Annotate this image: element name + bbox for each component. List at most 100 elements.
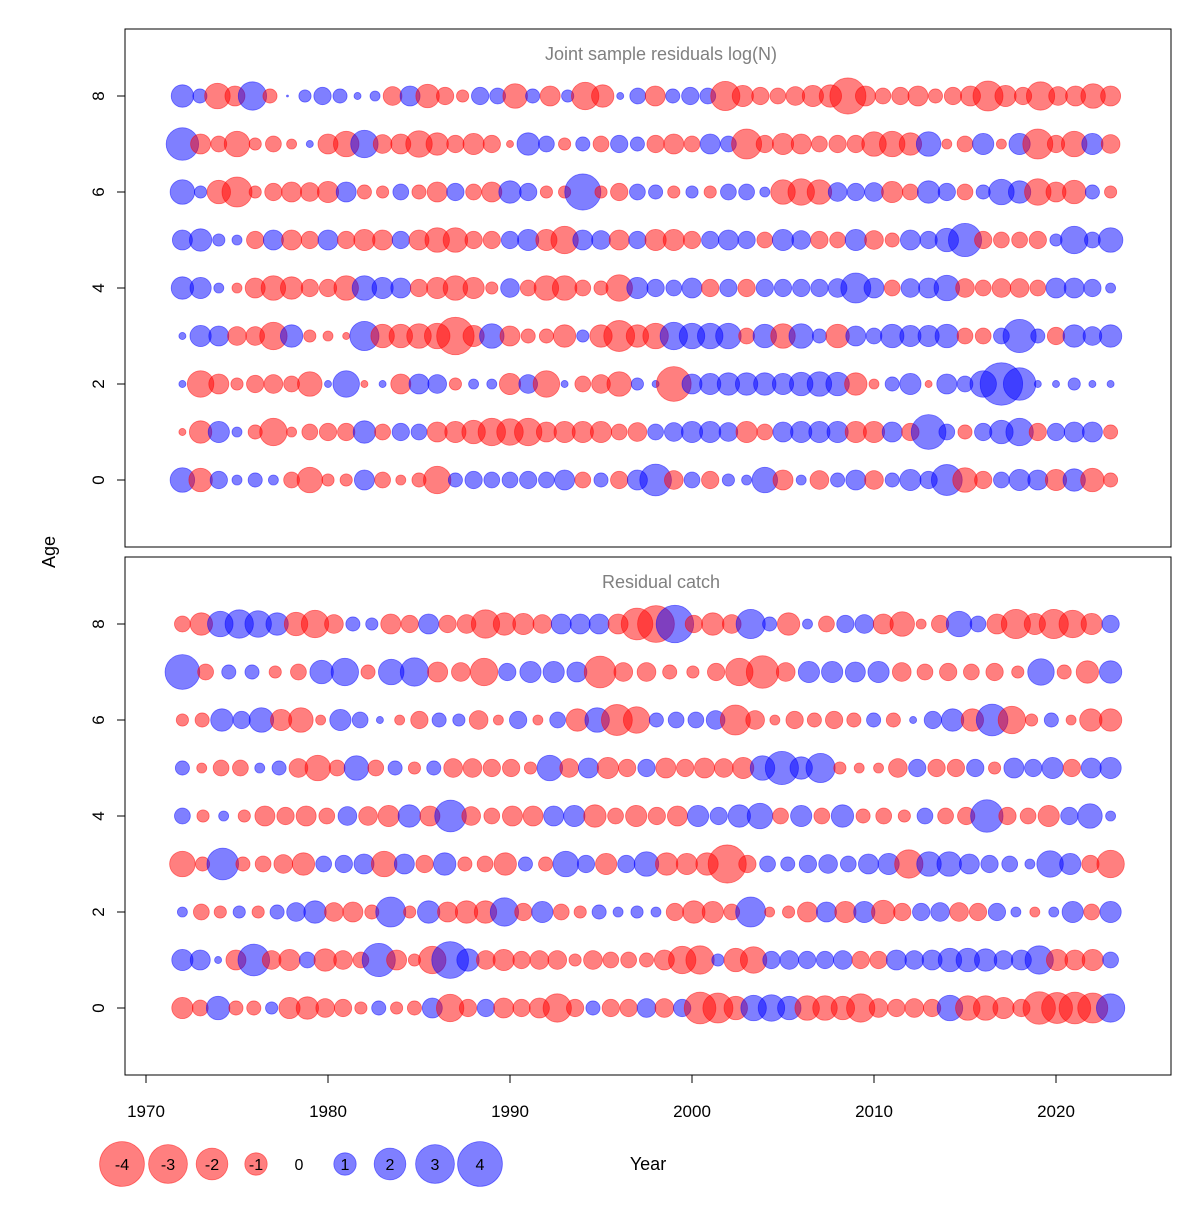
bubble [1003,757,1025,779]
bubble [1105,810,1117,822]
bubble [410,710,429,730]
x-tick-label: 2020 [1037,1102,1075,1121]
bubble [330,657,359,687]
bubble [458,998,478,1018]
bubble [516,132,540,156]
bubble [354,1001,368,1015]
bubble [476,855,494,873]
bubble [735,420,758,444]
bubble [608,229,630,251]
bubble [785,710,804,730]
bubble [756,231,774,249]
bubble [937,807,954,825]
bubble [392,183,410,201]
bubble [762,616,778,632]
bubble [1080,612,1103,636]
bubble [417,900,441,924]
bubble [576,329,590,343]
bubble [353,92,362,100]
bubble [407,761,421,775]
bubble [476,998,495,1018]
bubble [254,805,276,827]
bubble [543,805,565,827]
bubble [711,953,725,967]
bubble [908,758,927,778]
bubble [909,716,918,724]
bubble [662,664,678,680]
bubble [1027,658,1055,686]
bubble [684,614,703,634]
bubble [1008,468,1031,492]
bubble [286,426,298,438]
legend-label: -4 [115,1157,129,1174]
bubble [738,327,755,345]
bubble [1106,380,1115,388]
bubble [1046,422,1066,442]
bubble [844,228,867,252]
bubble [409,278,429,298]
bubble [189,324,212,348]
bubble [324,380,332,388]
bubble [699,133,721,155]
bubble [664,422,684,442]
bubble [209,470,228,490]
bubble [941,708,965,732]
bubble [1063,421,1085,443]
bubble [992,996,1015,1020]
y-tick-label: 2 [89,379,108,388]
bubble [636,998,657,1018]
bubble [532,614,553,634]
bubble [358,806,378,826]
bubble [993,471,1010,489]
bubble [171,996,194,1020]
bubble [500,230,520,250]
bubble [797,660,820,684]
bubble [1081,948,1104,972]
bubble [791,230,811,250]
bubble [1099,756,1122,780]
bubble [232,759,249,777]
bubble [810,278,829,298]
bubble [316,180,340,204]
bubble [295,805,317,827]
bubble [332,88,348,104]
bubble [538,135,555,153]
bubble [313,86,332,106]
bubble [498,372,522,396]
x-tick-label: 1990 [491,1102,529,1121]
legend-bubble [415,1144,455,1184]
bubble [845,469,867,491]
y-axis-top: 0 2 4 6 8 [89,91,126,485]
bubble [431,712,447,728]
bubble [276,806,295,826]
bubble [1041,756,1064,780]
bubble [227,326,247,346]
bubble [1030,328,1046,344]
bubble [667,805,688,827]
bubble [746,802,774,830]
bubble [997,705,1026,735]
bubble [868,998,889,1018]
bubble [286,902,306,922]
bubble [189,228,213,252]
bubble [558,137,572,151]
bubble [937,182,956,202]
bubble [343,755,370,781]
bubble [939,662,958,682]
bubble [619,998,638,1018]
bubble [1048,86,1068,106]
bubble [288,707,314,733]
bubble [164,654,201,690]
bubble [169,179,196,205]
bubble [864,230,884,250]
bubble [885,949,907,971]
bubble [539,185,553,199]
bubble [1099,900,1122,924]
bubble [246,374,265,394]
bubble [254,762,266,774]
bubble [333,998,353,1018]
bubble [881,180,904,204]
bubble [884,376,900,392]
bubble [1099,660,1123,684]
bubble [900,278,921,298]
